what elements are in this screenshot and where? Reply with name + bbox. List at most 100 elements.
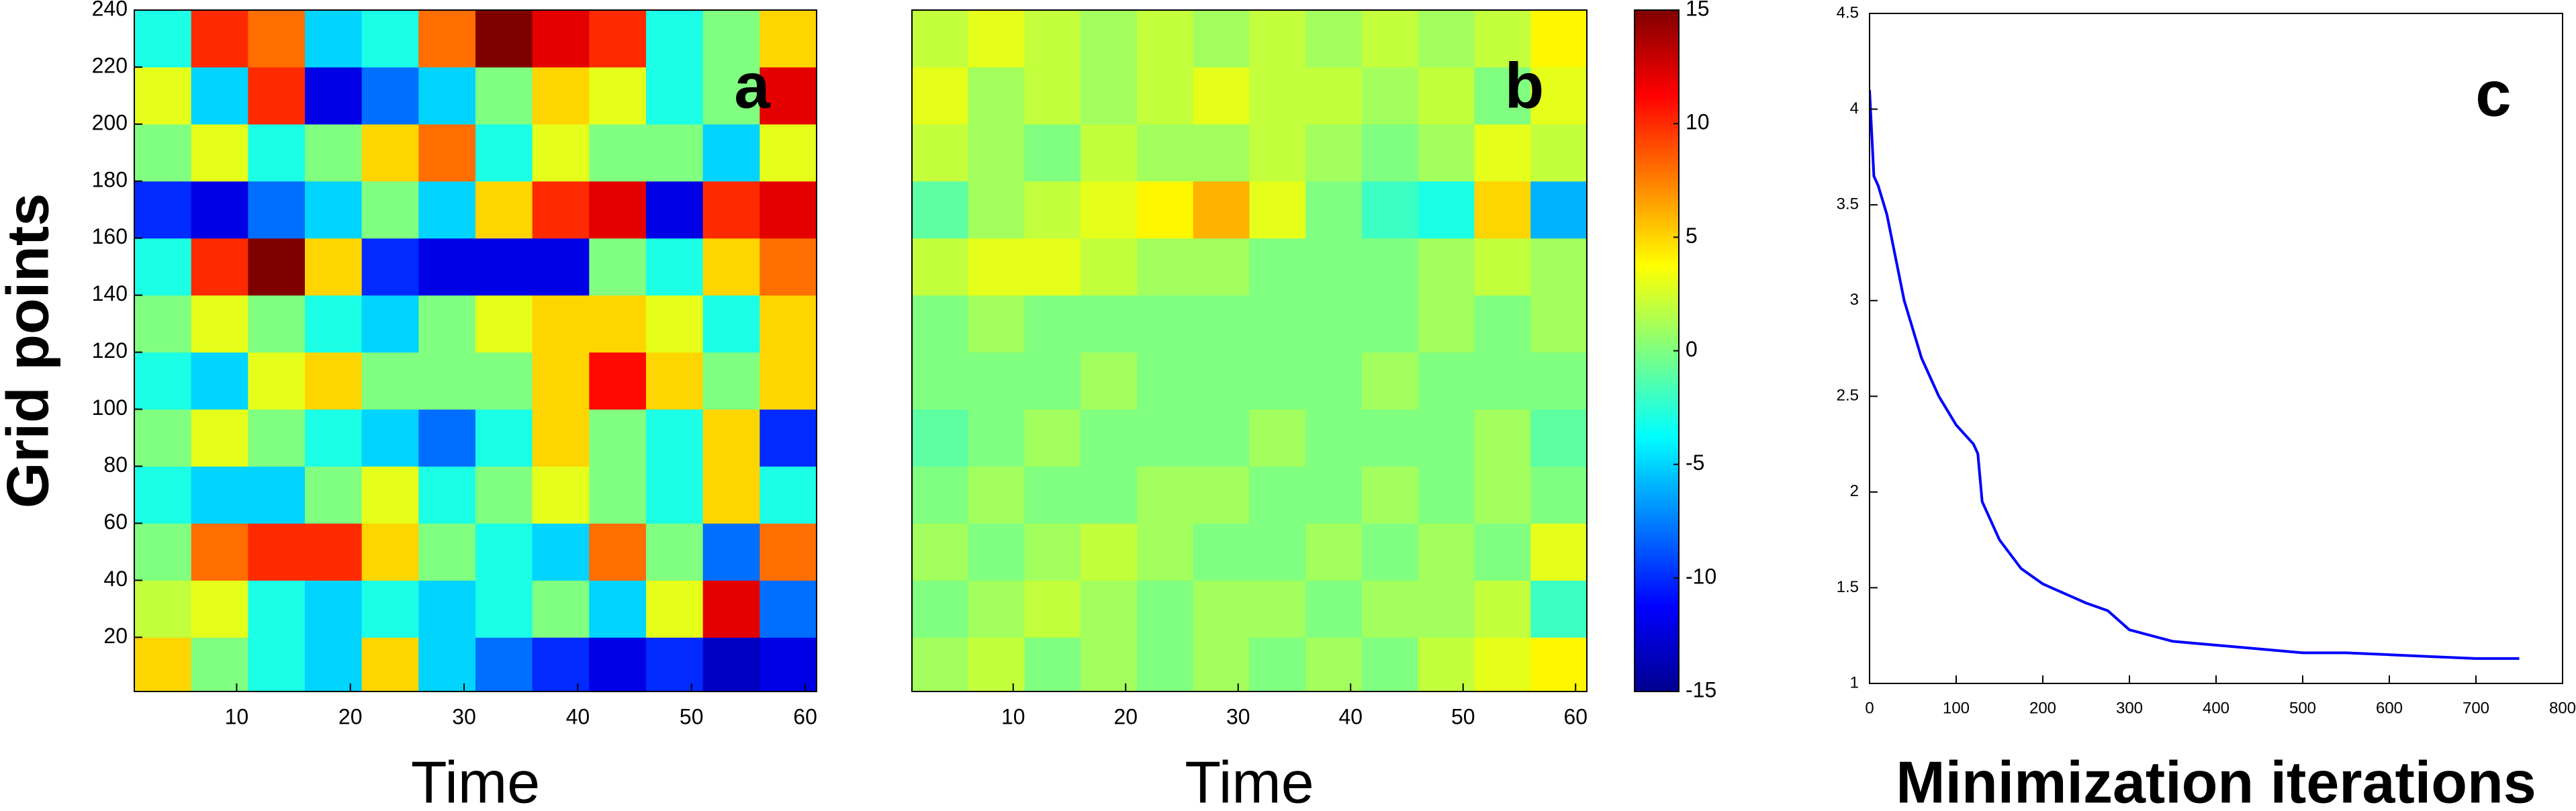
heat-cell bbox=[1474, 466, 1531, 524]
heat-cell bbox=[361, 238, 419, 296]
heat-cell bbox=[1474, 295, 1531, 353]
heat-cell bbox=[760, 409, 817, 467]
heat-cell bbox=[968, 637, 1025, 691]
heat-cell bbox=[589, 409, 647, 467]
heat-cell bbox=[1249, 637, 1306, 691]
heat-cell bbox=[418, 10, 476, 68]
heat-cell bbox=[248, 523, 306, 581]
heat-cell bbox=[1474, 238, 1531, 296]
heat-cell bbox=[1024, 238, 1081, 296]
x-tick-label: 10 bbox=[225, 704, 249, 728]
heat-cell bbox=[912, 580, 969, 638]
heat-cell bbox=[702, 295, 760, 353]
heat-cell bbox=[1474, 523, 1531, 581]
plot-area bbox=[134, 10, 817, 691]
heat-cell bbox=[646, 637, 704, 691]
heat-cell bbox=[968, 466, 1025, 524]
line bbox=[1870, 89, 2520, 660]
heat-cell bbox=[418, 352, 476, 410]
heat-cell bbox=[912, 124, 969, 182]
heat-cell bbox=[760, 181, 817, 239]
heat-cell bbox=[1305, 409, 1363, 467]
heat-cell bbox=[248, 466, 306, 524]
heat-cell bbox=[532, 466, 590, 524]
heat-cell bbox=[475, 10, 533, 68]
heat-cell bbox=[532, 124, 590, 182]
heat-cell bbox=[1249, 66, 1306, 125]
x-tick-label: 30 bbox=[1226, 704, 1250, 728]
heat-cell bbox=[248, 10, 306, 68]
heat-cell bbox=[191, 10, 248, 68]
heat-cell bbox=[1249, 523, 1306, 581]
heat-cell bbox=[760, 637, 817, 691]
heat-cell bbox=[912, 637, 969, 691]
heat-cell bbox=[1137, 352, 1194, 410]
heat-cell bbox=[702, 637, 760, 691]
x-tick-label: 50 bbox=[680, 704, 704, 728]
heat-cell bbox=[912, 352, 969, 410]
heat-cell bbox=[248, 295, 306, 353]
heat-cell bbox=[1305, 181, 1363, 239]
y-tick-label: 120 bbox=[92, 338, 128, 363]
x-tick-label: 300 bbox=[2116, 699, 2143, 717]
heat-cell bbox=[134, 124, 192, 182]
colorbar-tick-label: -5 bbox=[1686, 450, 1704, 475]
heat-cell bbox=[475, 352, 533, 410]
heat-cell bbox=[191, 124, 248, 182]
heat-cell bbox=[475, 295, 533, 353]
heat-cell bbox=[760, 238, 817, 296]
heat-cell bbox=[1080, 466, 1138, 524]
heat-cell bbox=[248, 181, 306, 239]
heat-cell bbox=[1024, 409, 1081, 467]
heat-cell bbox=[1530, 409, 1587, 467]
heat-cell bbox=[1080, 238, 1138, 296]
heat-cell bbox=[1024, 66, 1081, 125]
heat-cell bbox=[702, 580, 760, 638]
heat-cell bbox=[475, 238, 533, 296]
heat-cell bbox=[532, 66, 590, 125]
heat-cell bbox=[1305, 466, 1363, 524]
heat-cell bbox=[191, 181, 248, 239]
heat-cell bbox=[1362, 295, 1419, 353]
heat-cell bbox=[191, 523, 248, 581]
heat-cell bbox=[191, 466, 248, 524]
heat-cell bbox=[702, 181, 760, 239]
heat-cell bbox=[1193, 181, 1250, 239]
heat-cell bbox=[646, 352, 704, 410]
heat-cell bbox=[1080, 352, 1138, 410]
heat-cell bbox=[475, 637, 533, 691]
colorbar-tick-label: -10 bbox=[1686, 564, 1716, 588]
heat-cell bbox=[1193, 637, 1250, 691]
heat-cell bbox=[191, 238, 248, 296]
heat-cell bbox=[418, 181, 476, 239]
heat-cell bbox=[191, 66, 248, 125]
plot-area bbox=[912, 10, 1587, 691]
heat-cell bbox=[134, 580, 192, 638]
heat-cell bbox=[1418, 409, 1475, 467]
heat-cell bbox=[912, 466, 969, 524]
heat-cell bbox=[1362, 352, 1419, 410]
x-tick-label: 60 bbox=[1563, 704, 1588, 728]
heat-cell bbox=[361, 295, 419, 353]
heat-cell bbox=[1418, 352, 1475, 410]
heat-cell bbox=[1024, 181, 1081, 239]
heat-cell bbox=[248, 66, 306, 125]
heat-cell bbox=[646, 66, 704, 125]
heat-cell bbox=[1193, 409, 1250, 467]
heat-cell bbox=[1530, 295, 1587, 353]
heat-cell bbox=[361, 637, 419, 691]
heat-cell bbox=[305, 580, 363, 638]
y-tick-label: 220 bbox=[92, 53, 128, 77]
heat-cell bbox=[1474, 124, 1531, 182]
heat-cell bbox=[134, 466, 192, 524]
y-tick-label: 100 bbox=[92, 395, 128, 420]
heat-cell bbox=[968, 238, 1025, 296]
y-axis-title: Grid points bbox=[0, 193, 60, 508]
x-tick-label: 20 bbox=[1113, 704, 1138, 728]
heat-cell bbox=[1362, 124, 1419, 182]
y-tick-label: 240 bbox=[92, 0, 128, 20]
heat-cell bbox=[912, 238, 969, 296]
heat-cell bbox=[1530, 181, 1587, 239]
heat-cell bbox=[532, 181, 590, 239]
y-tick-label: 20 bbox=[103, 624, 128, 648]
